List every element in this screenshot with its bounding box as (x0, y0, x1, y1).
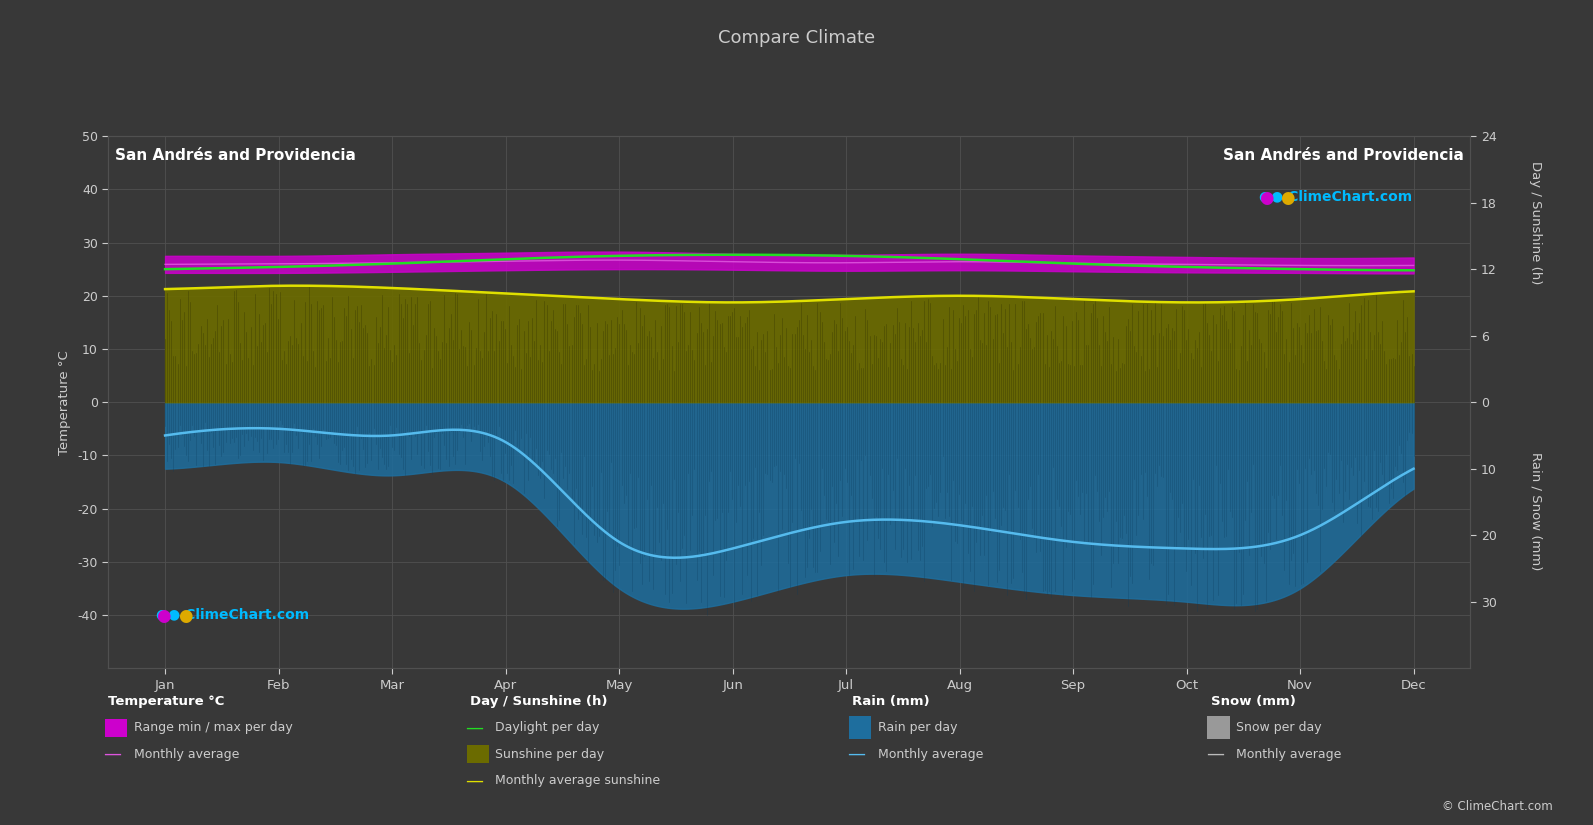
Text: ●: ● (178, 607, 193, 625)
Text: Snow (mm): Snow (mm) (1211, 695, 1295, 708)
Text: Monthly average: Monthly average (878, 747, 983, 761)
Text: Rain (mm): Rain (mm) (852, 695, 930, 708)
Text: ●● ClimeChart.com: ●● ClimeChart.com (156, 607, 309, 621)
Text: ●: ● (1258, 189, 1274, 207)
Text: Daylight per day: Daylight per day (495, 721, 601, 734)
Text: Day / Sunshine (h): Day / Sunshine (h) (1529, 161, 1542, 285)
Text: Rain / Snow (mm): Rain / Snow (mm) (1529, 452, 1542, 571)
Text: Snow per day: Snow per day (1236, 721, 1322, 734)
Text: —: — (104, 745, 121, 763)
Text: San Andrés and Providencia: San Andrés and Providencia (1223, 148, 1464, 163)
Text: © ClimeChart.com: © ClimeChart.com (1442, 799, 1553, 813)
Text: Monthly average: Monthly average (134, 747, 239, 761)
Text: ●● ClimeChart.com: ●● ClimeChart.com (1258, 189, 1413, 203)
Text: —: — (465, 771, 483, 790)
Text: San Andrés and Providencia: San Andrés and Providencia (115, 148, 355, 163)
Text: Compare Climate: Compare Climate (718, 29, 875, 47)
Text: ●: ● (156, 607, 170, 625)
Text: Sunshine per day: Sunshine per day (495, 747, 605, 761)
Y-axis label: Temperature °C: Temperature °C (57, 350, 70, 455)
Text: —: — (847, 745, 865, 763)
Text: Rain per day: Rain per day (878, 721, 957, 734)
Text: Temperature °C: Temperature °C (108, 695, 225, 708)
Text: Monthly average: Monthly average (1236, 747, 1341, 761)
Text: Range min / max per day: Range min / max per day (134, 721, 293, 734)
Text: —: — (1206, 745, 1223, 763)
Text: Day / Sunshine (h): Day / Sunshine (h) (470, 695, 607, 708)
Text: Monthly average sunshine: Monthly average sunshine (495, 774, 661, 787)
Text: —: — (465, 719, 483, 737)
Text: ●: ● (1279, 189, 1294, 207)
